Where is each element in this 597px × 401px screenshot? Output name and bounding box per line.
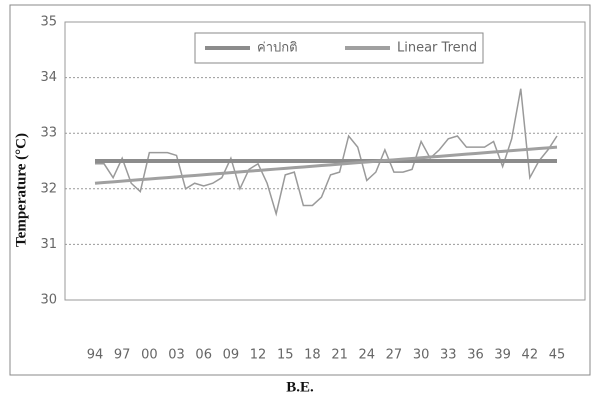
- x-tick-label: 94: [87, 348, 104, 363]
- legend-label: Linear Trend: [397, 41, 477, 56]
- y-tick-label: 33: [40, 126, 57, 141]
- x-tick-label: 00: [141, 348, 158, 363]
- x-tick-label: 24: [358, 348, 375, 363]
- y-tick-label: 35: [40, 15, 57, 30]
- x-tick-label: 06: [195, 348, 212, 363]
- x-tick-label: 30: [413, 348, 430, 363]
- x-tick-label: 21: [331, 348, 348, 363]
- x-tick-label: 36: [467, 348, 484, 363]
- x-tick-label: 97: [114, 348, 131, 363]
- series-line: [94, 145, 558, 185]
- y-tick-label: 30: [40, 293, 57, 308]
- x-tick-label: 39: [494, 348, 511, 363]
- y-tick-label: 34: [40, 70, 57, 85]
- x-tick-label: 15: [277, 348, 294, 363]
- y-tick-label: 32: [40, 181, 57, 196]
- series-line: [95, 88, 558, 217]
- x-tick-label: 09: [223, 348, 240, 363]
- x-axis-title: B.E.: [286, 379, 314, 395]
- x-tick-label: 27: [386, 348, 403, 363]
- legend-label: ค่าปกติ: [257, 41, 298, 56]
- x-tick-label: 45: [549, 348, 566, 363]
- x-tick-label: 42: [522, 348, 539, 363]
- y-tick-label: 31: [40, 237, 57, 252]
- x-tick-label: 12: [250, 348, 267, 363]
- x-tick-label: 33: [440, 348, 457, 363]
- y-axis-title: Temperature (°C): [13, 133, 29, 247]
- x-tick-label: 03: [168, 348, 185, 363]
- x-tick-label: 18: [304, 348, 321, 363]
